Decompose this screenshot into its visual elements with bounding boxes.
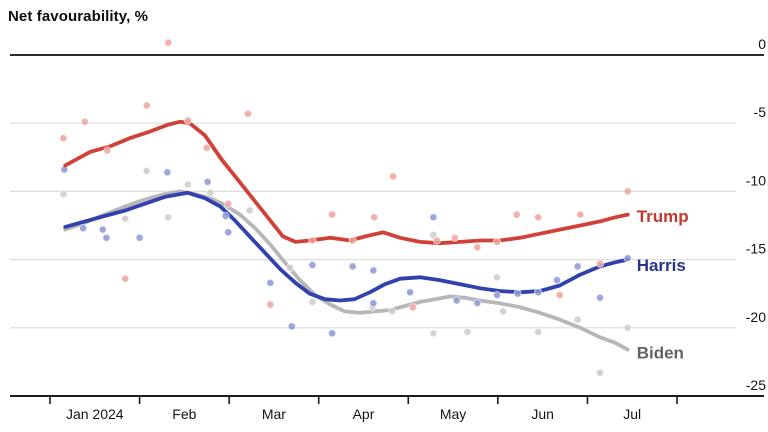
biden-poll-dot bbox=[183, 180, 192, 189]
harris-series-label: Harris bbox=[637, 256, 686, 275]
harris-poll-dot bbox=[79, 224, 88, 233]
x-tick-label: Mar bbox=[262, 406, 286, 422]
trump-poll-dot bbox=[512, 210, 521, 219]
harris-poll-dot bbox=[221, 211, 230, 221]
harris-poll-dot bbox=[369, 299, 378, 308]
trump-poll-dot bbox=[370, 213, 379, 222]
trump-poll-dot bbox=[492, 237, 502, 246]
biden-poll-dot bbox=[429, 329, 438, 338]
harris-poll-dot bbox=[102, 233, 111, 242]
trump-poll-dot bbox=[183, 116, 192, 125]
harris-trend-line bbox=[63, 190, 630, 303]
trump-poll-dot bbox=[576, 210, 585, 219]
trump-poll-dot bbox=[432, 236, 441, 245]
trump-poll-dot bbox=[164, 38, 173, 47]
harris-poll-dot bbox=[308, 261, 317, 270]
x-tick-label: Apr bbox=[353, 406, 375, 422]
trump-poll-dot bbox=[534, 213, 543, 222]
harris-poll-dot bbox=[369, 266, 378, 275]
trump-poll-dot bbox=[103, 146, 112, 155]
biden-poll-dot bbox=[245, 206, 254, 215]
trump-poll-dot bbox=[59, 134, 68, 143]
y-tick-label: -20 bbox=[746, 309, 766, 325]
x-tick-label: Jul bbox=[623, 406, 641, 422]
trump-poll-dot bbox=[328, 210, 337, 219]
harris-poll-dot bbox=[98, 225, 107, 234]
biden-poll-dot bbox=[308, 297, 317, 306]
harris-poll-dot bbox=[429, 213, 438, 222]
trump-poll-dot bbox=[121, 274, 130, 283]
biden-poll-dot bbox=[206, 188, 215, 197]
harris-poll-dot bbox=[513, 289, 522, 298]
biden-poll-dot bbox=[573, 315, 582, 324]
harris-poll-dot bbox=[348, 262, 357, 271]
biden-poll-dot bbox=[164, 213, 173, 222]
harris-poll-dot bbox=[623, 254, 632, 263]
biden-poll-dot bbox=[121, 214, 130, 223]
biden-poll-dot bbox=[463, 327, 472, 336]
trump-poll-dot bbox=[224, 199, 233, 208]
biden-poll-dot bbox=[142, 166, 151, 175]
x-tick-label: Jun bbox=[531, 406, 554, 422]
harris-poll-dot bbox=[135, 233, 144, 242]
trump-poll-dot bbox=[408, 303, 417, 312]
x-tick-label: Jan 2024 bbox=[66, 406, 124, 422]
y-tick-label: -25 bbox=[746, 377, 766, 393]
y-tick-label: -10 bbox=[746, 172, 766, 188]
harris-poll-dot bbox=[595, 293, 605, 302]
trump-poll-dot bbox=[308, 236, 317, 245]
trump-poll-dot bbox=[389, 172, 398, 181]
trump-poll-dot bbox=[348, 236, 357, 245]
biden-poll-dot bbox=[59, 190, 68, 199]
harris-poll-dot bbox=[534, 288, 543, 297]
harris-poll-dot bbox=[406, 288, 415, 297]
harris-poll-dot bbox=[473, 299, 482, 308]
harris-poll-dot bbox=[266, 278, 275, 287]
biden-poll-dot bbox=[499, 307, 508, 316]
trump-poll-dot bbox=[243, 109, 253, 118]
x-tick-label: Feb bbox=[172, 406, 196, 422]
harris-poll-dot bbox=[492, 291, 502, 300]
biden-poll-dot bbox=[595, 368, 605, 377]
biden-series-label: Biden bbox=[637, 343, 684, 362]
harris-poll-dot bbox=[203, 177, 212, 186]
trump-poll-dot bbox=[555, 291, 564, 300]
harris-poll-dot bbox=[573, 262, 582, 271]
trump-poll-dot bbox=[623, 187, 632, 196]
harris-poll-dot bbox=[452, 296, 461, 305]
harris-poll-dot bbox=[287, 322, 296, 331]
trump-poll-dot bbox=[80, 117, 90, 126]
biden-poll-dot bbox=[623, 323, 632, 332]
harris-poll-dot bbox=[224, 228, 233, 237]
harris-poll-dot bbox=[163, 168, 172, 177]
y-tick-label: -5 bbox=[754, 104, 767, 120]
biden-poll-dot bbox=[388, 307, 397, 316]
trump-poll-dot bbox=[202, 143, 211, 152]
biden-poll-dot bbox=[534, 327, 543, 336]
y-tick-label: 0 bbox=[758, 36, 766, 52]
chart-title: Net favourability, % bbox=[8, 8, 149, 25]
trump-poll-dot bbox=[473, 243, 482, 252]
x-tick-label: May bbox=[440, 406, 466, 422]
trump-poll-dot bbox=[266, 300, 275, 309]
trump-poll-dot bbox=[450, 233, 459, 242]
trump-trend-line bbox=[63, 119, 630, 246]
harris-poll-dot bbox=[328, 329, 337, 338]
biden-poll-dot bbox=[492, 273, 502, 282]
trump-poll-dot bbox=[142, 101, 151, 110]
biden-poll-dot bbox=[286, 263, 295, 272]
y-tick-label: -15 bbox=[746, 241, 766, 257]
harris-poll-dot bbox=[552, 276, 562, 285]
trump-poll-dot bbox=[595, 259, 605, 268]
biden-trend-line bbox=[63, 189, 630, 352]
trump-series-label: Trump bbox=[637, 207, 689, 226]
